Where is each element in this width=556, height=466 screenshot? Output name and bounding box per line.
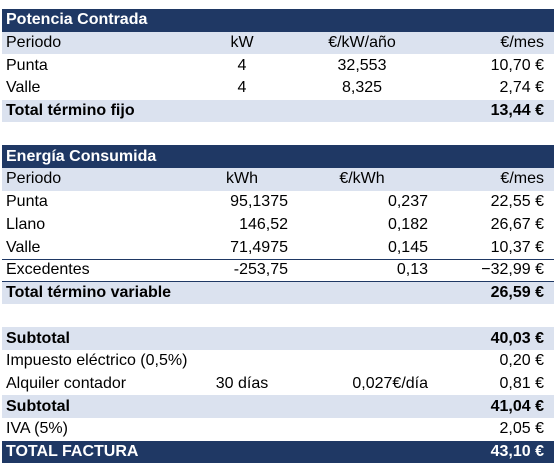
- cell-kwh: 146,52: [239, 215, 288, 233]
- cell-amount: −32,99 €: [481, 261, 544, 279]
- cell-kw: 4: [237, 79, 247, 97]
- subtotal-label: Subtotal: [6, 329, 70, 347]
- cell-periodo: Punta: [6, 56, 48, 74]
- energia-total-row: Total término variable 26,59 €: [2, 281, 554, 305]
- cell-price: 0,237: [387, 193, 428, 211]
- alquiler-label: Alquiler contador: [6, 374, 127, 392]
- subtotal-row-1: Subtotal 40,03 €: [2, 327, 554, 350]
- energia-row-punta: Punta 95,1375 0,237 22,55 €: [2, 191, 554, 214]
- iva-value: 2,05 €: [499, 420, 544, 438]
- iva-row: IVA (5%) 2,05 €: [2, 418, 554, 441]
- total-factura-value: 43,10 €: [490, 443, 544, 461]
- subtotal-value: 41,04 €: [490, 397, 544, 415]
- energia-row-llano: Llano 146,52 0,182 26,67 €: [2, 214, 554, 237]
- total-factura-label: TOTAL FACTURA: [6, 443, 139, 461]
- energia-row-excedentes: Excedentes -253,75 0,13 −32,99 €: [2, 258, 554, 282]
- cell-price: 0,182: [387, 215, 428, 233]
- subtotal-row-2: Subtotal 41,04 €: [2, 395, 554, 418]
- energia-header-row: Periodo kWh €/kWh €/mes: [2, 168, 554, 191]
- impuesto-row: Impuesto eléctrico (0,5%) 0,20 €: [2, 350, 554, 373]
- cell-periodo: Valle: [6, 238, 41, 256]
- cell-kwh: 71,4975: [230, 238, 288, 256]
- header-kw: kW: [230, 34, 254, 52]
- energia-title: Energía Consumida: [6, 147, 157, 165]
- potencia-row-valle: Valle 4 8,325 2,74 €: [2, 77, 554, 100]
- alquiler-row: Alquiler contador 30 días 0,027€/día 0,8…: [2, 373, 554, 396]
- total-variable-label: Total término variable: [6, 283, 172, 301]
- cell-amount: 26,67 €: [490, 215, 544, 233]
- header-periodo: Periodo: [6, 170, 62, 188]
- cell-periodo: Excedentes: [6, 261, 90, 279]
- subtotal-value: 40,03 €: [490, 329, 544, 347]
- cell-kwh: 95,1375: [230, 193, 288, 211]
- total-fijo-label: Total término fijo: [6, 102, 135, 120]
- header-eur-kwh: €/kWh: [339, 170, 385, 188]
- potencia-row-punta: Punta 4 32,553 10,70 €: [2, 54, 554, 77]
- energia-title-row: Energía Consumida: [2, 145, 554, 169]
- total-factura-row: TOTAL FACTURA 43,10 €: [2, 440, 554, 464]
- cell-price: 32,553: [337, 56, 387, 74]
- impuesto-label: Impuesto eléctrico (0,5%): [6, 352, 188, 370]
- subtotal-label: Subtotal: [6, 397, 70, 415]
- header-eur-kw-ano: €/kW/año: [328, 34, 396, 52]
- iva-label: IVA (5%): [6, 420, 68, 438]
- header-eur-mes: €/mes: [500, 34, 544, 52]
- cell-price: 0,145: [387, 238, 428, 256]
- potencia-total-row: Total término fijo 13,44 €: [2, 99, 554, 123]
- impuesto-value: 0,20 €: [499, 352, 544, 370]
- total-fijo-value: 13,44 €: [490, 102, 544, 120]
- spacer: [2, 304, 554, 327]
- cell-periodo: Punta: [6, 193, 48, 211]
- header-eur-mes: €/mes: [500, 170, 544, 188]
- cell-amount: 10,70 €: [490, 56, 544, 74]
- spacer: [2, 122, 554, 145]
- energia-row-valle: Valle 71,4975 0,145 10,37 €: [2, 236, 554, 259]
- potencia-header-row: Periodo kW €/kW/año €/mes: [2, 31, 554, 55]
- alquiler-value: 0,81 €: [499, 374, 544, 392]
- cell-price: 0,13: [396, 261, 428, 279]
- alquiler-days: 30 días: [215, 374, 269, 392]
- cell-periodo: Llano: [6, 215, 46, 233]
- invoice-sheet: Potencia Contrada Periodo kW €/kW/año €/…: [2, 9, 554, 464]
- potencia-title: Potencia Contrada: [6, 11, 148, 29]
- cell-kw: 4: [237, 56, 247, 74]
- cell-periodo: Valle: [6, 79, 41, 97]
- cell-amount: 2,74 €: [499, 79, 544, 97]
- cell-amount: 10,37 €: [490, 238, 544, 256]
- cell-price: 8,325: [341, 79, 383, 97]
- alquiler-rate: 0,027€/día: [352, 374, 428, 392]
- header-kwh: kWh: [226, 170, 258, 188]
- total-variable-value: 26,59 €: [490, 283, 544, 301]
- potencia-title-row: Potencia Contrada: [2, 9, 554, 32]
- header-periodo: Periodo: [6, 34, 62, 52]
- cell-kwh: -253,75: [233, 261, 288, 279]
- cell-amount: 22,55 €: [490, 193, 544, 211]
